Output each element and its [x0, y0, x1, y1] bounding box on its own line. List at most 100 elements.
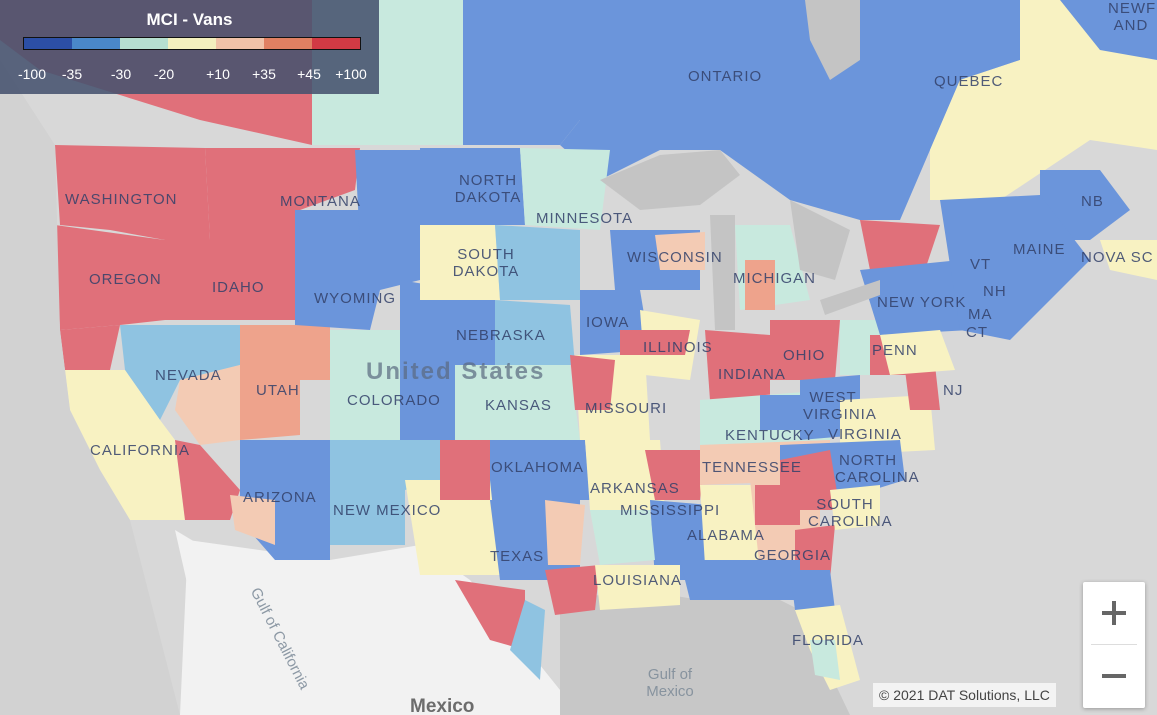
label-north-carolina: NORTH CAROLINA — [835, 452, 920, 486]
region-east-texas — [545, 500, 585, 565]
zoom-control — [1083, 582, 1145, 708]
region-texas-coast — [510, 600, 545, 680]
region-ms-west — [590, 510, 655, 565]
region-stl-red — [570, 355, 615, 410]
label-kansas: KANSAS — [485, 397, 552, 414]
label-minnesota: MINNESOTA — [536, 210, 634, 227]
hudson-water — [805, 0, 860, 80]
mexico-land — [180, 540, 620, 715]
legend-tick: +45 — [297, 66, 321, 82]
label-maine: MAINE — [1013, 241, 1066, 258]
label-west-virginia: WEST VIRGINIA — [803, 389, 877, 423]
legend-swatch — [312, 38, 360, 49]
region-mid-atlantic — [880, 330, 955, 375]
region-new-york — [860, 260, 970, 335]
legend-swatch — [24, 38, 72, 49]
region-sc-red — [795, 525, 835, 580]
region-idaho-montana — [165, 148, 360, 320]
label-michigan: MICHIGAN — [733, 270, 816, 287]
region-socal-red — [175, 440, 240, 520]
region-quebec — [860, 0, 1020, 220]
label-tennessee: TENNESSEE — [702, 459, 802, 476]
region-utah — [240, 325, 330, 440]
region-wi-peach — [655, 232, 705, 270]
region-nb — [1040, 170, 1130, 240]
label-oklahoma: OKLAHOMA — [491, 459, 585, 476]
label-new-mexico: NEW MEXICO — [333, 502, 442, 519]
region-gulf-coast-blue — [680, 560, 800, 600]
region-oklahoma — [490, 440, 590, 500]
legend-tick: +35 — [252, 66, 276, 82]
label-wisconsin: WISCONSIN — [627, 249, 723, 266]
region-south-dakota — [420, 225, 500, 300]
pacific-water — [0, 60, 180, 715]
label-iowa: IOWA — [586, 314, 630, 331]
label-illinois: ILLINOIS — [643, 339, 713, 356]
label-georgia: GEORGIA — [754, 547, 832, 564]
region-nebraska-east — [495, 300, 575, 365]
label-south-carolina: SOUTH CAROLINA — [808, 496, 893, 530]
label-kentucky: KENTUCKY — [725, 427, 815, 444]
legend-title: MCI - Vans — [146, 10, 233, 29]
minus-icon — [1102, 674, 1126, 678]
region-new-england — [940, 195, 1090, 340]
label-vt: VT — [970, 256, 992, 273]
label-nj: NJ — [943, 382, 964, 399]
region-texas-south — [455, 580, 525, 650]
region-louisiana — [595, 565, 680, 610]
region-il-red — [620, 330, 690, 355]
plus-icon — [1102, 601, 1126, 625]
label-nevada: NEVADA — [155, 367, 222, 384]
legend-swatch — [216, 38, 264, 49]
region-kansas — [455, 365, 580, 440]
region-florida-mint — [810, 640, 840, 680]
zoom-in-button[interactable] — [1083, 582, 1145, 644]
baja-california — [175, 530, 280, 715]
region-california — [65, 370, 185, 520]
label-united-states: United States — [366, 358, 546, 385]
region-southern-ontario — [860, 220, 940, 270]
legend-tick: +100 — [335, 66, 367, 82]
label-mexico: Mexico — [410, 696, 475, 715]
label-newfoundland: NEWF AND — [1108, 0, 1157, 34]
label-colorado: COLORADO — [347, 392, 441, 409]
region-new-mexico — [330, 440, 440, 545]
region-alabama — [700, 485, 770, 565]
label-utah: UTAH — [256, 382, 300, 399]
zoom-out-button[interactable] — [1083, 645, 1145, 707]
region-montana-east — [355, 150, 420, 245]
label-oregon: OREGON — [89, 271, 162, 288]
legend-tick: +10 — [206, 66, 230, 82]
legend-tick: -20 — [153, 66, 175, 82]
legend-swatch — [264, 38, 312, 49]
label-mississippi: MISSISSIPPI — [620, 502, 721, 519]
lake-erie — [820, 280, 880, 315]
region-ky-blue — [760, 395, 800, 430]
region-nevada — [120, 325, 240, 420]
legend-swatch — [72, 38, 120, 49]
label-idaho: IDAHO — [212, 279, 265, 296]
label-california: CALIFORNIA — [90, 442, 191, 459]
label-north-dakota: NORTH DAKOTA — [454, 172, 522, 206]
label-nebraska: NEBRASKA — [456, 327, 546, 344]
label-alabama: ALABAMA — [687, 527, 765, 544]
region-north-dakota — [420, 148, 525, 225]
region-nevada-south — [175, 365, 240, 445]
region-minnesota — [520, 148, 610, 230]
region-ohio — [770, 320, 840, 380]
lake-superior — [600, 150, 740, 210]
region-houston — [545, 565, 600, 615]
legend-tick: -30 — [110, 66, 132, 82]
label-louisiana: LOUISIANA — [593, 572, 683, 589]
label-ma: MA — [968, 306, 993, 323]
region-nebraska — [420, 300, 495, 365]
legend-tick: -35 — [61, 66, 83, 82]
region-manitoba-west — [463, 0, 580, 145]
label-wyoming: WYOMING — [314, 290, 396, 307]
label-montana: MONTANA — [280, 193, 361, 210]
region-memphis-red — [645, 450, 705, 500]
region-tx-red — [440, 440, 490, 500]
region-arkansas — [585, 440, 665, 510]
